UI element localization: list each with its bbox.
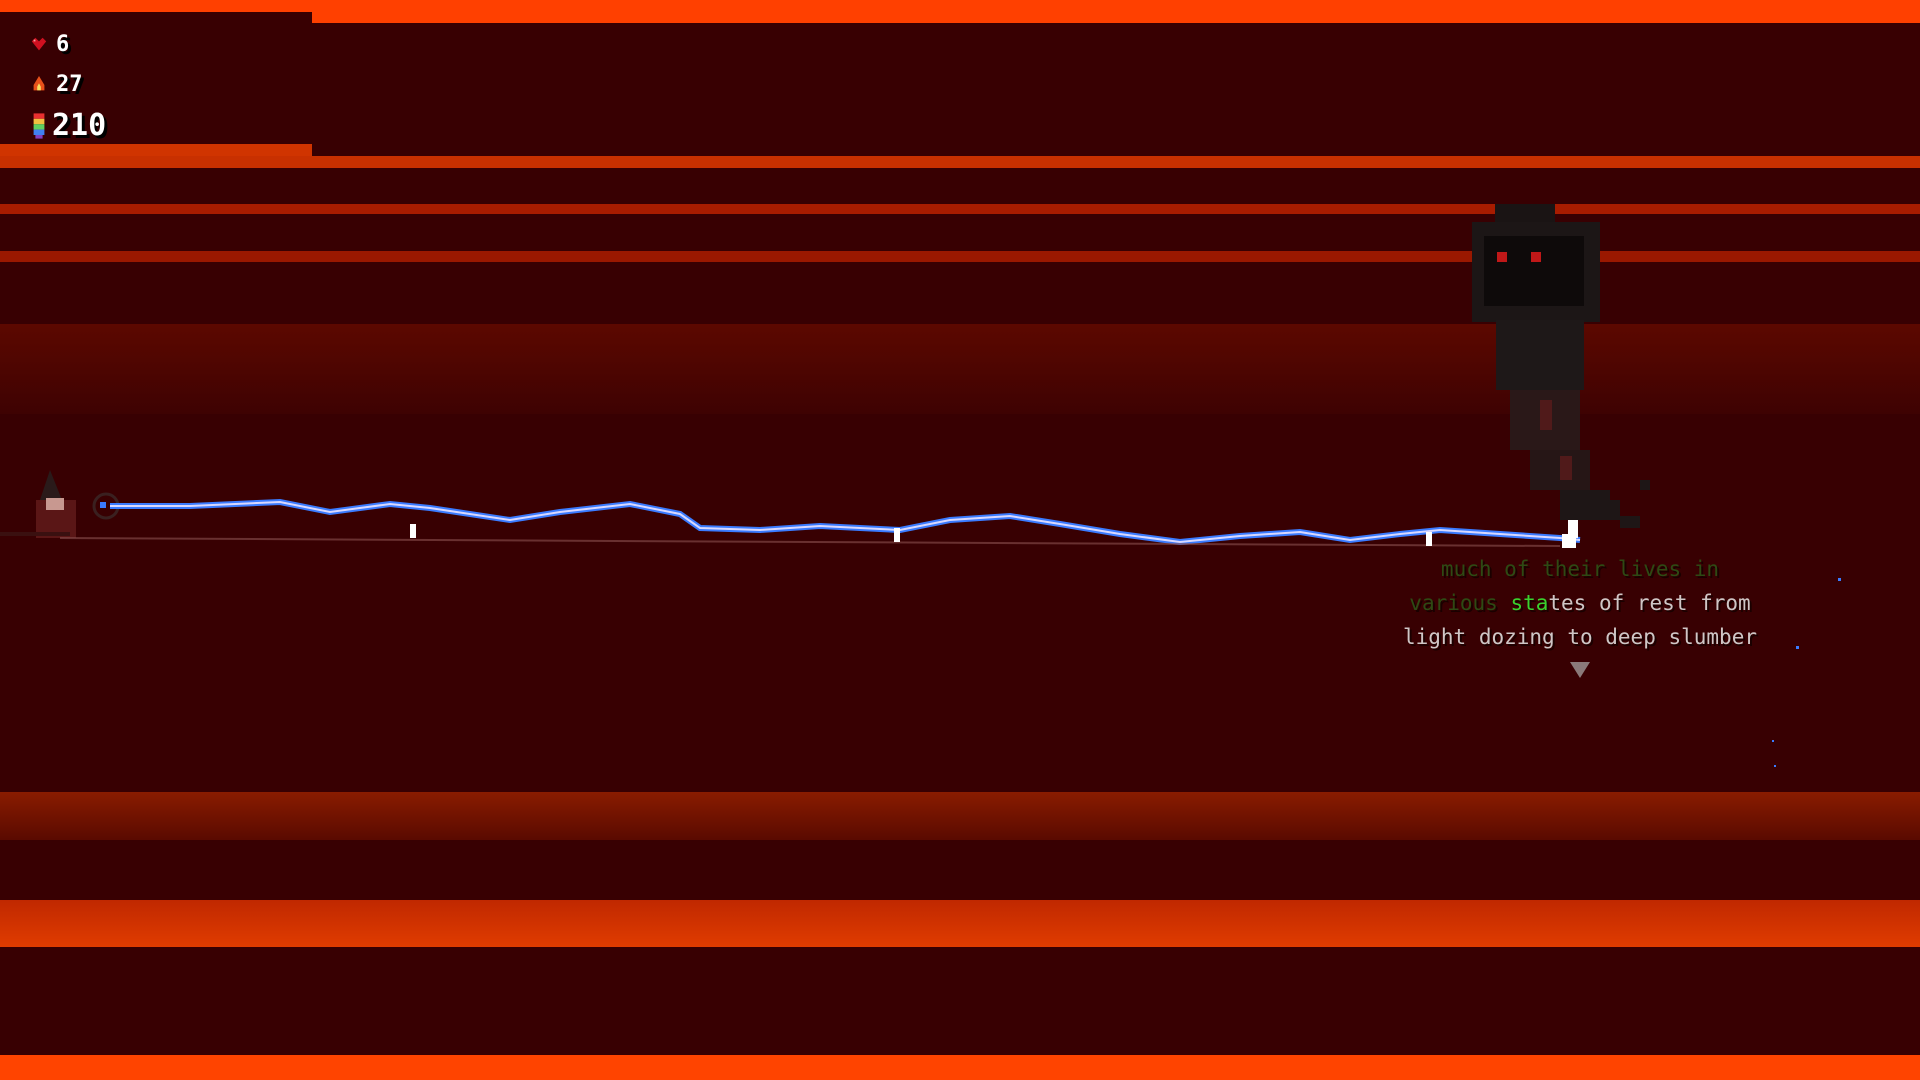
- dialogue-box[interactable]: much of their lives in various states of…: [1380, 552, 1780, 688]
- fire-value: 27: [56, 72, 83, 97]
- staff-spark: [100, 502, 106, 508]
- dialogue-line-2: various states of rest from: [1380, 586, 1780, 620]
- dialogue-line-1: much of their lives in: [1440, 557, 1720, 581]
- rainbow-crystal-icon: [33, 112, 45, 139]
- dialogue-typing-highlight: sta: [1510, 591, 1549, 615]
- flame-icon: [33, 75, 45, 90]
- dialogue-line-2-rest: tes of rest from: [1548, 591, 1751, 615]
- heart-icon: [31, 37, 47, 50]
- lava-band: [0, 144, 312, 156]
- lava-band-bottom: [0, 1055, 1920, 1080]
- enemy-eye: [1497, 252, 1507, 262]
- beam-trail: [59, 537, 1561, 547]
- lava-strip: [0, 204, 1920, 214]
- haze-band: [0, 324, 1920, 414]
- shadow-reaper-enemy[interactable]: [1472, 204, 1650, 528]
- lightning-beam: [110, 498, 1581, 546]
- lava-band: [0, 156, 1920, 168]
- triangle-down-icon[interactable]: [1570, 662, 1590, 678]
- gem-value: 210: [52, 108, 107, 143]
- dialogue-line-3: light dozing to deep slumber: [1402, 625, 1757, 649]
- health-value: 6: [56, 32, 70, 57]
- fire-counter: 27: [30, 72, 83, 97]
- health-counter: 6: [30, 32, 69, 57]
- enemy-eye: [1531, 252, 1541, 262]
- stray-particles: [1772, 578, 1841, 767]
- dialogue-line-2-dim: various: [1409, 591, 1511, 615]
- lava-band: [0, 900, 1920, 947]
- witch-player[interactable]: [0, 470, 120, 538]
- gem-counter: 210: [30, 108, 106, 143]
- hud-panel: [0, 12, 312, 144]
- lava-band-top: [0, 0, 1920, 23]
- lava-strip: [0, 251, 1920, 262]
- lava-band: [0, 792, 1920, 840]
- beam-sparks: [410, 520, 1578, 548]
